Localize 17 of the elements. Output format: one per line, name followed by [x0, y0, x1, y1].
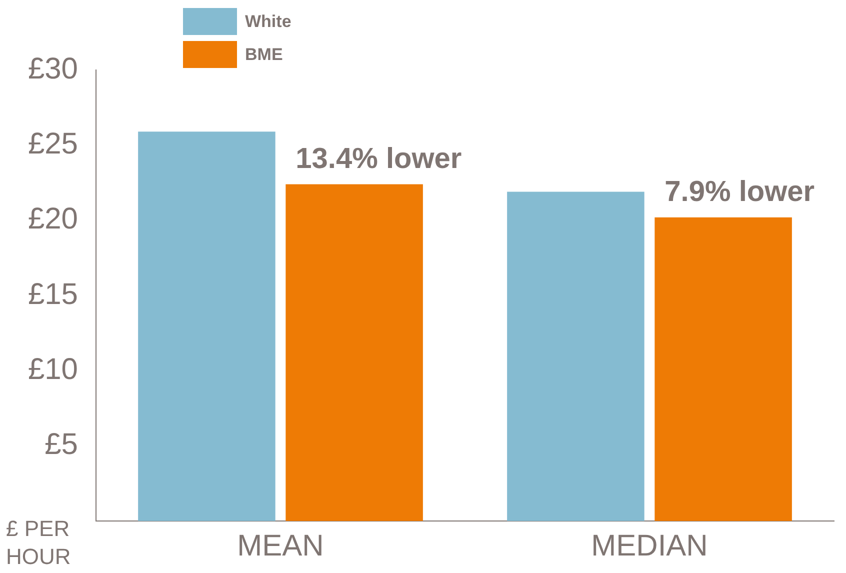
y-tick-label: £20: [28, 202, 78, 236]
y-tick-label: £10: [28, 352, 78, 386]
bar: [654, 217, 792, 521]
x-tick-label: MEDIAN: [591, 529, 708, 562]
annotation: 13.4% lower: [296, 142, 462, 175]
annotation: 7.9% lower: [664, 176, 815, 208]
bar: [286, 184, 423, 521]
y-axis-title: £ PER HOUR: [6, 515, 72, 571]
legend-label: White: [245, 12, 292, 32]
legend-label: BME: [245, 44, 283, 64]
bar: [138, 132, 276, 521]
bar: [507, 192, 644, 521]
y-tick-label: £15: [28, 278, 78, 311]
x-tick-label: MEAN: [237, 529, 324, 562]
y-tick-label: £30: [28, 52, 78, 86]
y-tick-label: £5: [44, 428, 78, 462]
y-tick-label: £25: [28, 127, 78, 160]
